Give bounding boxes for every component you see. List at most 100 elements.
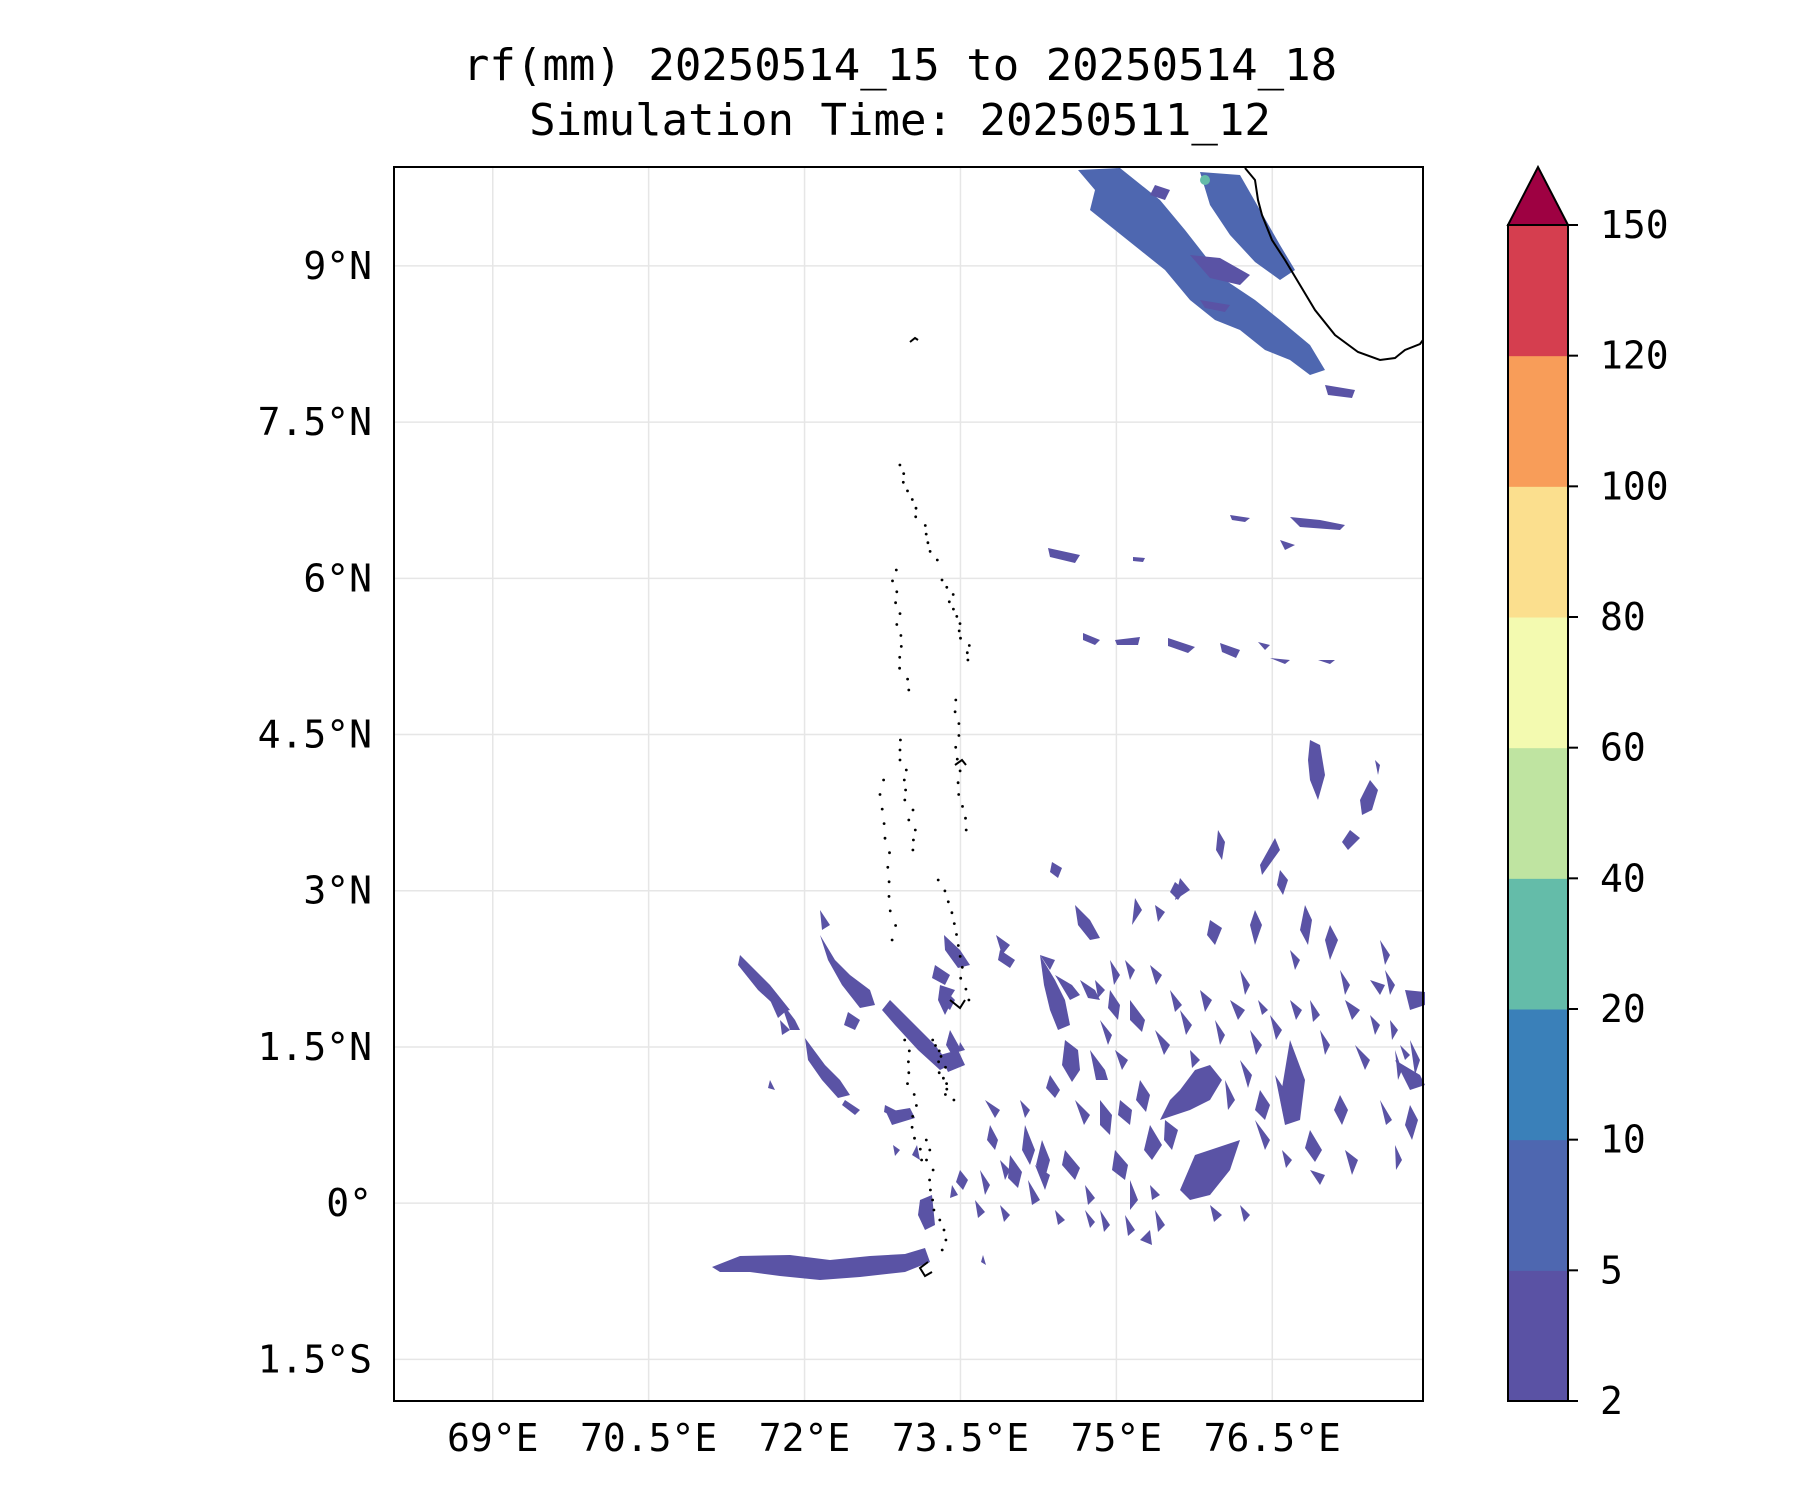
- rain-patch: [1345, 1150, 1358, 1175]
- rain-patch: [944, 935, 970, 968]
- atoll-dot: [903, 798, 907, 802]
- rain-patch: [768, 1080, 775, 1090]
- rain-patch: [1168, 638, 1195, 653]
- colorbar-tick-label: 5: [1600, 1248, 1623, 1292]
- rain-patch: [1290, 517, 1345, 530]
- rain-patch: [1300, 905, 1312, 945]
- rain-patch: [1118, 1100, 1132, 1125]
- atoll-dot: [901, 480, 905, 484]
- map-background: [394, 167, 1423, 1401]
- rain-patch: [1035, 1165, 1050, 1190]
- rain-patch: [1125, 960, 1135, 980]
- rainfall-contours: [712, 168, 1425, 1280]
- atoll-dot: [894, 924, 897, 927]
- rain-patch: [1055, 1210, 1065, 1225]
- colorbar-frame: [1507, 224, 1569, 1402]
- atoll-dot: [913, 828, 917, 832]
- rain-patch: [844, 1012, 860, 1030]
- rain-patch: [1250, 1030, 1262, 1055]
- rain-patch: [1028, 1180, 1040, 1205]
- atoll-dot: [947, 600, 951, 604]
- atoll-dot: [939, 1055, 943, 1058]
- rain-patch: [1048, 548, 1080, 563]
- rain-patch: [1290, 950, 1300, 970]
- map-panel: 9°N 7.5°N 6°N 4.5°N 3°N 1.5°N 0° 1.5°S 69°E 70.5…: [258, 166, 1425, 1460]
- rain-patch: [1144, 1125, 1162, 1160]
- atoll-dot: [926, 541, 930, 545]
- rain-patch: [1078, 168, 1325, 375]
- rain-patch: [1000, 1160, 1010, 1180]
- rain-patch: [1405, 990, 1425, 1010]
- rain-patch: [1220, 643, 1240, 658]
- atoll-dot: [925, 1158, 928, 1162]
- rain-patch: [805, 1038, 850, 1098]
- atoll-dot: [957, 734, 961, 737]
- atoll-dot: [899, 738, 902, 742]
- lat-tick-label: 7.5°N: [258, 400, 372, 444]
- atoll-dot: [898, 612, 902, 615]
- atoll-dot: [955, 757, 959, 761]
- atoll-dot: [898, 748, 902, 752]
- rain-patch: [1310, 1170, 1325, 1185]
- rain-patch: [956, 1170, 968, 1190]
- rain-patch: [1250, 910, 1262, 945]
- rain-patch: [1280, 540, 1295, 550]
- rain-patch: [1200, 300, 1230, 312]
- rain-patch: [918, 1195, 935, 1230]
- atoll-dot: [902, 472, 906, 475]
- atoll-dot: [883, 836, 887, 840]
- rain-patch: [1022, 1125, 1035, 1165]
- atoll-dot: [915, 1104, 918, 1107]
- atoll-dot: [952, 607, 955, 611]
- atoll-dot: [914, 506, 918, 510]
- rain-patch: [1255, 1120, 1270, 1150]
- rain-patch: [1130, 1000, 1145, 1032]
- rain-patch: [1170, 990, 1182, 1012]
- rain-patch: [1230, 515, 1250, 522]
- rain-patch: [1055, 975, 1080, 1000]
- rain-patch: [1230, 1000, 1245, 1020]
- colorbar-tick-label: 80: [1600, 595, 1646, 639]
- rain-patch: [1375, 760, 1380, 775]
- atoll-dot: [898, 655, 902, 659]
- rain-patch: [712, 1248, 930, 1280]
- atoll-dot: [910, 498, 914, 501]
- rain-patch: [1395, 1060, 1425, 1090]
- rain-patch: [981, 1255, 986, 1265]
- atoll-dot: [929, 1188, 932, 1192]
- atoll-dot: [931, 1198, 934, 1202]
- india-coastline: [1244, 167, 1424, 362]
- rain-patch: [1240, 970, 1250, 995]
- atoll-dot: [940, 578, 944, 582]
- atoll-dot: [914, 515, 918, 519]
- atoll-dot: [942, 1228, 946, 1232]
- lon-tick-label: 73.5°E: [892, 1416, 1029, 1460]
- rain-patch: [1095, 980, 1105, 998]
- atoll-dot: [924, 1138, 928, 1142]
- rain-patch: [1140, 1230, 1152, 1245]
- rain-patch: [912, 1145, 920, 1160]
- rain-patch: [1020, 1100, 1030, 1118]
- atoll-dot: [938, 1218, 942, 1222]
- rain-patch: [1342, 830, 1360, 850]
- rain-patch: [1200, 990, 1212, 1012]
- atoll-dot: [882, 822, 886, 825]
- colorbar-tick-label: 20: [1600, 987, 1646, 1031]
- rain-patch: [1277, 870, 1288, 895]
- atoll-dot: [895, 623, 899, 626]
- island-mark: [909, 336, 919, 343]
- colorbar-cell: [1508, 617, 1568, 749]
- atoll-dot: [907, 1049, 911, 1053]
- atoll-dot: [898, 758, 902, 762]
- colorbar-tick-label: 2: [1600, 1379, 1623, 1423]
- rain-patch: [1155, 1030, 1170, 1055]
- lat-tick-label: 9°N: [303, 244, 372, 288]
- rain-patch: [932, 965, 950, 985]
- colorbar-tick-labels: 2 5 10 20 40 60 80 100 120 150: [1568, 203, 1669, 1423]
- map-title-line1: rf(mm) 20250514_15 to 20250514_18: [462, 40, 1338, 91]
- rain-patch: [820, 910, 830, 930]
- rain-patch: [987, 1125, 998, 1150]
- colorbar-tick-label: 60: [1600, 726, 1646, 770]
- rain-patch: [1080, 980, 1100, 1000]
- rain-patch: [1216, 830, 1225, 860]
